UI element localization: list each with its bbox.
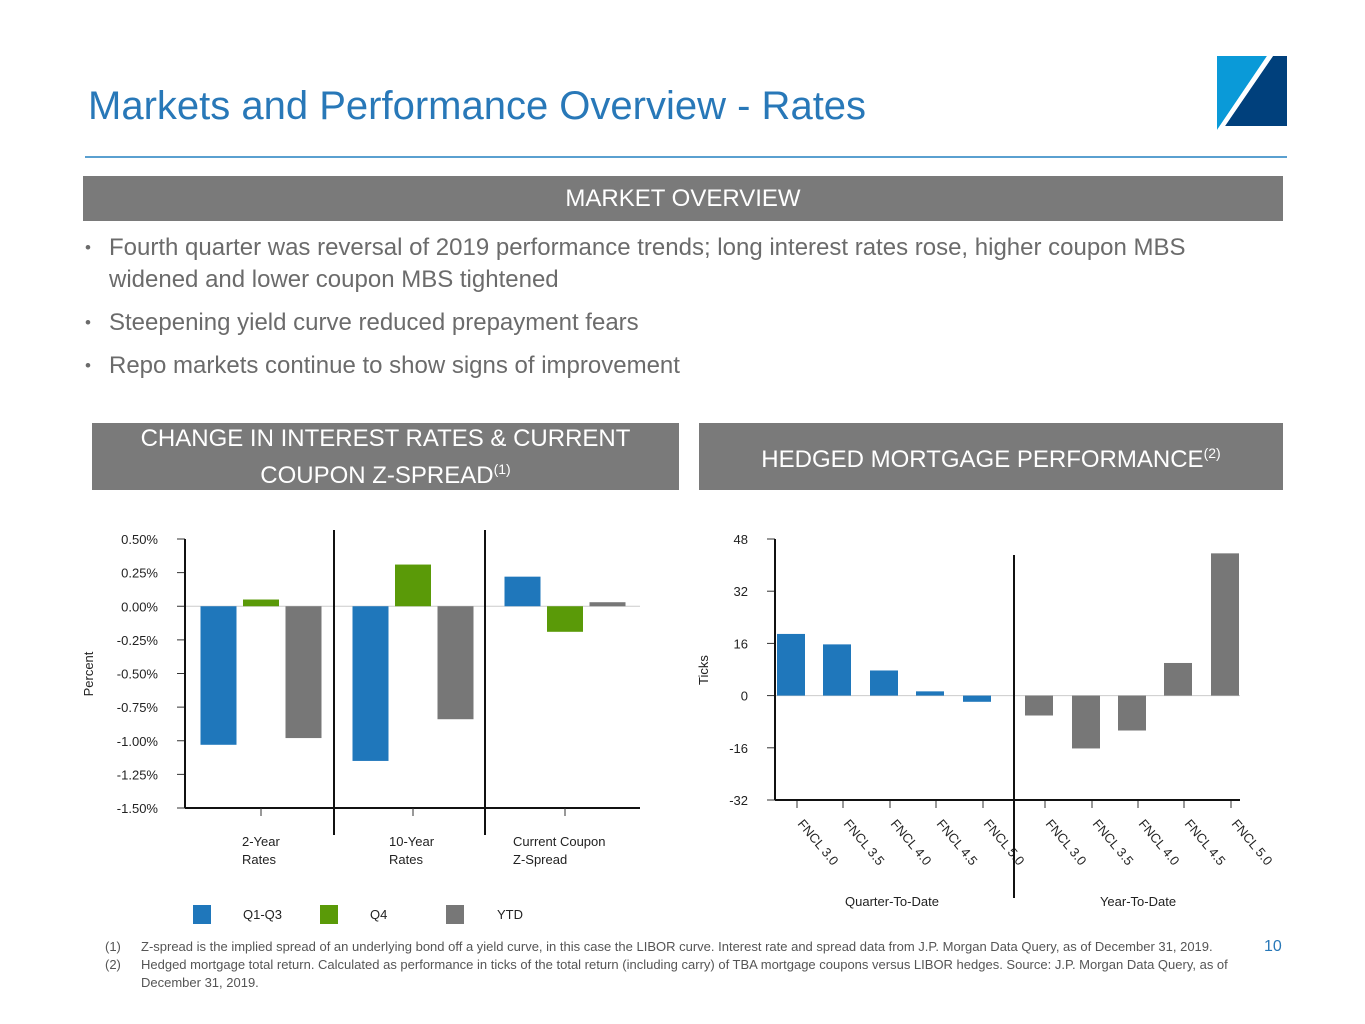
bar-qtd <box>823 644 851 696</box>
y-tick-label: -32 <box>729 793 748 808</box>
bullet-item: Steepening yield curve reduced prepaymen… <box>85 307 1265 339</box>
x-tick-label: FNCL 3.0 <box>795 816 842 868</box>
bar-qtd <box>777 633 805 696</box>
bar-ytd <box>285 606 322 739</box>
bullet-item: Repo markets continue to show signs of i… <box>85 350 1265 382</box>
footnote-ref: (2) <box>1203 445 1221 461</box>
footnotes: (1) Z-spread is the implied spread of an … <box>105 938 1255 992</box>
x-tick-label: FNCL 5.0 <box>981 816 1028 868</box>
legend-swatch <box>193 905 211 924</box>
y-tick-label: -1.50% <box>117 801 159 816</box>
y-tick-label: 48 <box>734 532 748 547</box>
bar-q4 <box>395 564 431 607</box>
y-tick-label: -16 <box>729 741 748 756</box>
title-divider <box>85 156 1287 158</box>
x-tick-label: FNCL 3.5 <box>841 816 888 868</box>
bar-ytd <box>437 606 474 720</box>
legend-label: Q4 <box>370 907 387 922</box>
market-overview-header: MARKET OVERVIEW <box>83 176 1283 221</box>
bullet-list: Fourth quarter was reversal of 2019 perf… <box>85 232 1265 393</box>
x-tick-label: FNCL 3.0 <box>1043 816 1090 868</box>
x-tick-label: FNCL 4.5 <box>934 816 981 868</box>
y-tick-label: -1.00% <box>117 734 159 749</box>
y-tick-label: 0.50% <box>121 532 158 547</box>
page-number: 10 <box>1264 938 1282 955</box>
header-text: CHANGE IN INTEREST RATES & CURRENT COUPO… <box>140 424 631 489</box>
y-axis-label: Percent <box>81 651 96 696</box>
bar-ytd <box>1072 695 1100 749</box>
y-axis-label: Ticks <box>696 655 711 685</box>
bar-q4 <box>547 606 583 632</box>
x-tick-label: FNCL 4.5 <box>1182 816 1229 868</box>
y-tick-label: 0.25% <box>121 566 158 581</box>
bar-ytd <box>589 602 626 607</box>
legend-swatch <box>446 905 464 924</box>
bar-ytd <box>1164 662 1192 696</box>
footnote-ref: (1) <box>493 460 511 477</box>
bar-ytd <box>1025 695 1053 716</box>
x-tick-label: 2-Year <box>242 834 280 849</box>
page-title: Markets and Performance Overview - Rates <box>88 84 867 128</box>
legend-swatch <box>320 905 338 924</box>
bar-q4 <box>243 599 279 607</box>
company-logo <box>1217 56 1287 130</box>
footnote: (1) Z-spread is the implied spread of an … <box>105 939 1213 954</box>
x-tick-label: FNCL 3.5 <box>1090 816 1137 868</box>
y-tick-label: 16 <box>734 636 748 651</box>
y-tick-label: -0.75% <box>117 700 159 715</box>
y-tick-label: -0.25% <box>117 633 159 648</box>
bar-q1-q3 <box>352 606 389 761</box>
x-tick-label: Current Coupon <box>513 834 606 849</box>
footnote: (2) Hedged mortgage total return. Calcula… <box>105 957 1228 990</box>
header-text: HEDGED MORTGAGE PERFORMANCE <box>761 446 1204 473</box>
bar-ytd <box>1211 553 1239 696</box>
bar-ytd <box>1118 695 1146 731</box>
legend-label: YTD <box>497 907 523 922</box>
y-tick-label: 0 <box>741 689 748 704</box>
bar-q1-q3 <box>504 576 541 607</box>
y-tick-label: 0.00% <box>121 599 158 614</box>
group-label: Year-To-Date <box>1100 894 1176 909</box>
y-tick-label: -1.25% <box>117 767 159 782</box>
bar-qtd <box>916 691 944 696</box>
x-tick-label: Rates <box>242 852 276 867</box>
bar-qtd <box>963 695 991 702</box>
x-tick-label: FNCL 4.0 <box>888 816 935 868</box>
y-tick-label: 32 <box>734 584 748 599</box>
x-tick-label: 10-Year <box>389 834 435 849</box>
mortgage-chart-header: HEDGED MORTGAGE PERFORMANCE(2) <box>699 423 1283 490</box>
x-tick-label: FNCL 4.0 <box>1136 816 1183 868</box>
x-tick-label: FNCL 5.0 <box>1229 816 1276 868</box>
x-tick-label: Z-Spread <box>513 852 567 867</box>
charts: 0.50% 0.25% 0.00% -0.25% -0.50% -0.75% -1.00% -… <box>81 530 1276 924</box>
group-label: Quarter-To-Date <box>845 894 939 909</box>
x-tick-label: Rates <box>389 852 423 867</box>
legend-label: Q1-Q3 <box>243 907 282 922</box>
bar-qtd <box>870 670 898 696</box>
bar-q1-q3 <box>200 606 237 745</box>
y-tick-label: -0.50% <box>117 667 159 682</box>
rates-chart-header: CHANGE IN INTEREST RATES & CURRENT COUPO… <box>92 423 679 490</box>
bullet-item: Fourth quarter was reversal of 2019 perf… <box>85 232 1265 296</box>
